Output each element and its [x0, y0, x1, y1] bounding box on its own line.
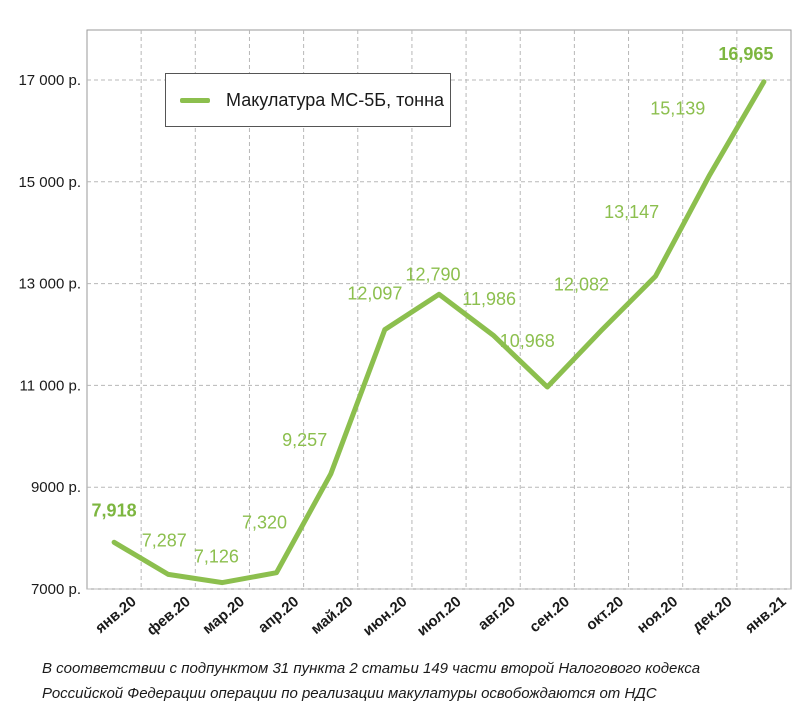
x-tick-label: окт.20 [583, 593, 627, 634]
data-label: 9,257 [282, 430, 327, 450]
line-chart: 7000 р. 9000 р. 11 000 р. 13 000 р. 15 000 р… [18, 29, 792, 640]
data-label: 7,126 [194, 547, 239, 567]
footnote-line-2: Российской Федерации операции по реализа… [42, 685, 657, 702]
y-axis: 7000 р. 9000 р. 11 000 р. 13 000 р. 15 000 р… [18, 72, 81, 598]
series-line-path [111, 79, 767, 586]
data-label: 13,147 [604, 202, 659, 222]
x-tick-label: авг.20 [475, 593, 519, 634]
y-tick-label: 9000 р. [31, 479, 81, 496]
data-label: 16,965 [718, 44, 773, 64]
y-tick-label: 17 000 р. [18, 72, 81, 89]
data-label: 12,097 [347, 284, 402, 304]
legend: Макулатура МС-5Б, тонна [165, 73, 451, 127]
data-label: 7,320 [242, 513, 287, 533]
footnote-line-1: В соответствии с подпунктом 31 пункта 2 … [42, 660, 701, 677]
x-tick-label: июл.20 [414, 593, 465, 639]
y-tick-label: 13 000 р. [18, 276, 81, 293]
x-tick-label: фев.20 [144, 593, 194, 639]
data-label: 10,968 [500, 331, 555, 351]
x-tick-label: ноя.20 [634, 593, 681, 637]
legend-label: Макулатура МС-5Б, тонна [226, 89, 445, 110]
data-label: 12,082 [554, 274, 609, 294]
series-line [111, 79, 767, 586]
legend-swatch [180, 97, 210, 103]
y-tick-label: 11 000 р. [20, 377, 81, 394]
data-label: 11,986 [462, 289, 516, 309]
x-tick-label: сен.20 [526, 593, 573, 636]
x-tick-label: апр.20 [255, 593, 302, 637]
data-label: 12,790 [405, 264, 460, 284]
x-tick-label: янв.21 [742, 593, 790, 637]
data-label: 7,918 [92, 500, 137, 520]
footnote: В соответствии с подпунктом 31 пункта 2 … [42, 656, 782, 706]
x-tick-label: май.20 [308, 593, 357, 638]
x-tick-label: мар.20 [199, 593, 248, 638]
data-label: 7,287 [142, 530, 187, 550]
data-label: 15,139 [650, 99, 705, 119]
x-tick-label: июн.20 [360, 593, 411, 639]
y-tick-label: 15 000 р. [18, 174, 81, 191]
x-tick-label: янв.20 [92, 593, 140, 637]
x-tick-label: дек.20 [689, 593, 735, 636]
x-axis: янв.20 фев.20 мар.20 апр.20 май.20 июн.20 июл.… [92, 593, 789, 639]
y-tick-label: 7000 р. [31, 581, 81, 598]
